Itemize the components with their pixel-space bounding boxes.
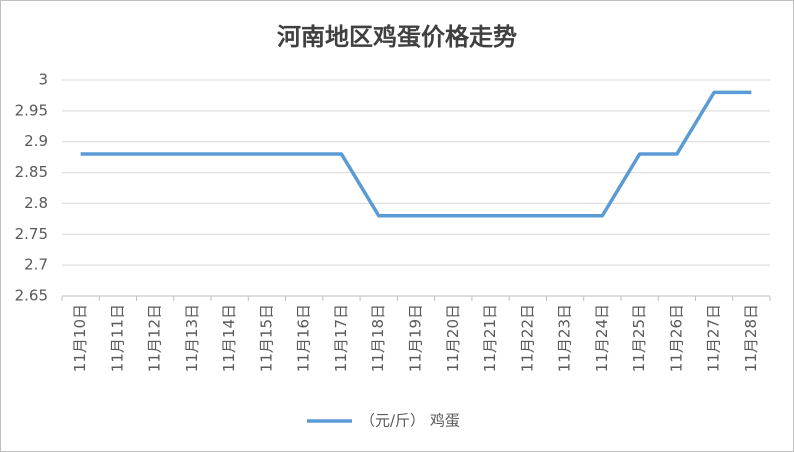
x-tick-label: 11月19日 xyxy=(407,304,425,372)
y-tick-label: 2.85 xyxy=(15,163,48,181)
y-tick-label: 2.95 xyxy=(15,101,48,119)
y-tick-label: 2.65 xyxy=(15,287,48,305)
x-tick-label: 11月15日 xyxy=(257,304,275,372)
x-tick-label: 11月18日 xyxy=(369,304,387,372)
x-tick-label: 11月16日 xyxy=(295,304,313,372)
data-line xyxy=(80,90,752,218)
y-tick-label: 2.8 xyxy=(24,194,48,212)
y-tick-label: 3 xyxy=(38,71,48,89)
x-tick-label: 11月27日 xyxy=(705,304,723,372)
chart-title: 河南地区鸡蛋价格走势 xyxy=(277,23,517,51)
y-tick-label: 2.9 xyxy=(24,132,48,150)
x-tick-label: 11月13日 xyxy=(183,304,201,372)
x-tick-label: 11月20日 xyxy=(444,304,462,372)
x-tick-label: 11月23日 xyxy=(556,304,574,372)
x-tick-label: 11月17日 xyxy=(332,304,350,372)
x-tick-label: 11月10日 xyxy=(71,304,89,372)
legend-label: （元/斤） 鸡蛋 xyxy=(360,412,460,430)
x-tick-label: 11月24日 xyxy=(593,304,611,372)
x-tick-label: 11月28日 xyxy=(742,304,760,372)
x-tick-label: 11月11日 xyxy=(108,304,126,372)
x-tick-label: 11月25日 xyxy=(630,304,648,372)
x-tick-label: 11月14日 xyxy=(220,304,238,372)
x-tick-label: 11月12日 xyxy=(146,304,164,372)
x-tick-label: 11月22日 xyxy=(518,304,536,372)
y-tick-label: 2.75 xyxy=(15,225,48,243)
y-tick-label: 2.7 xyxy=(24,256,48,274)
x-tick-label: 11月26日 xyxy=(667,304,685,372)
x-tick-label: 11月21日 xyxy=(481,304,499,372)
